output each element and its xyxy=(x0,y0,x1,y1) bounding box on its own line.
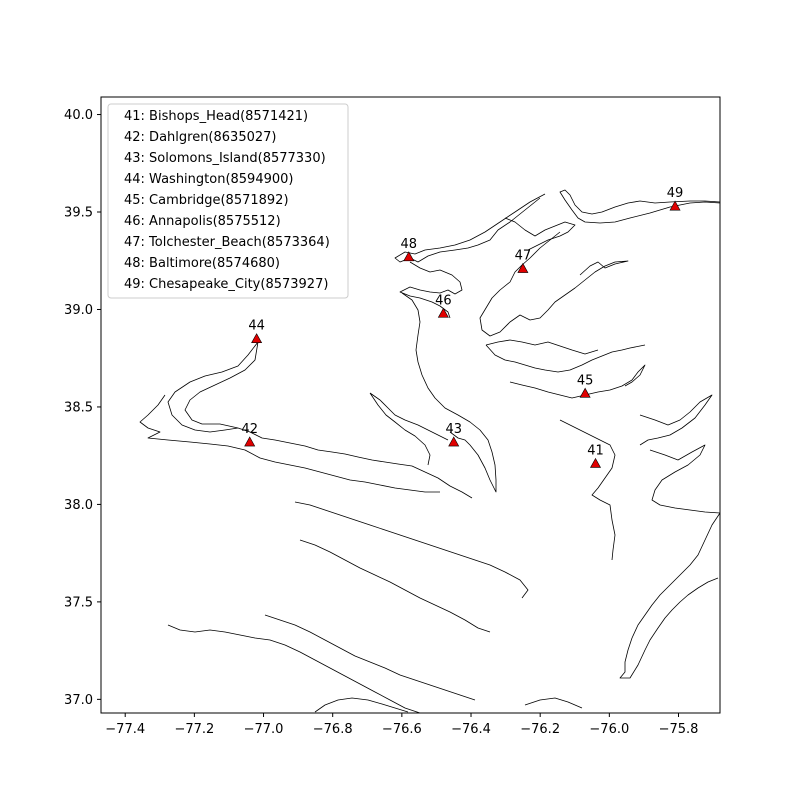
coastline-patuxent xyxy=(369,392,449,466)
coastlines xyxy=(139,189,720,713)
y-tick-label: 39.0 xyxy=(64,303,93,318)
legend-box xyxy=(107,103,349,299)
x-tick-label: −77.4 xyxy=(105,722,145,737)
station-label-48: 48 xyxy=(400,237,417,252)
coastline-western-upper xyxy=(394,193,546,263)
station-marker-44 xyxy=(251,333,263,344)
legend-entry-45: 45: Cambridge(8571892) xyxy=(124,193,289,208)
x-tick-label: −76.0 xyxy=(589,722,629,737)
y-tick-label: 40.0 xyxy=(64,108,93,123)
station-label-49: 49 xyxy=(667,186,684,201)
coastline-chester-north xyxy=(504,217,576,251)
station-markers: 41 42 43 44 45 46 47 48 49 xyxy=(241,186,684,468)
coastline-bay-mouth xyxy=(314,697,583,713)
station-label-41: 41 xyxy=(587,443,604,458)
coastline-delmarva xyxy=(619,512,720,679)
coastline-james xyxy=(167,624,421,713)
coastline-york xyxy=(264,614,476,701)
x-tick-label: −77.0 xyxy=(244,722,284,737)
y-tick-label: 37.0 xyxy=(64,693,93,708)
x-tick-label: −76.2 xyxy=(520,722,560,737)
legend-entry-46: 46: Annapolis(8575512) xyxy=(124,214,281,229)
legend-entry-47: 47: Tolchester_Beach(8573364) xyxy=(124,235,330,250)
coastline-choptank xyxy=(485,339,646,373)
legend-entry-43: 43: Solomons_Island(8577330) xyxy=(124,151,326,166)
coastline-potomac-north xyxy=(167,341,473,499)
plot-frame xyxy=(100,96,721,714)
x-tick-label: −76.8 xyxy=(313,722,353,737)
station-label-46: 46 xyxy=(435,293,452,308)
station-label-43: 43 xyxy=(445,422,462,437)
coastline-cambridge xyxy=(509,364,646,399)
station-marker-43 xyxy=(448,436,460,447)
coastline-rappahannock-south xyxy=(299,539,491,633)
station-label-44: 44 xyxy=(248,319,265,334)
station-marker-45 xyxy=(579,387,591,398)
legend-entry-48: 48: Baltimore(8574680) xyxy=(124,256,280,271)
station-marker-42 xyxy=(244,436,256,447)
y-tick-label: 38.0 xyxy=(64,498,93,513)
coastline-baltimore xyxy=(399,261,463,319)
legend-entry-44: 44: Washington(8594900) xyxy=(124,172,294,187)
x-tick-label: −77.2 xyxy=(174,722,214,737)
coastline-rappahannock xyxy=(294,501,529,599)
coastline-calvert xyxy=(401,292,497,493)
station-label-47: 47 xyxy=(515,249,532,264)
coastline-potomac-south xyxy=(139,341,440,493)
coastline-pocomoke xyxy=(649,444,720,514)
legend-entry-49: 49: Chesapeake_City(8573927) xyxy=(124,277,328,292)
station-marker-49 xyxy=(669,200,681,211)
legend-entry-42: 42: Dahlgren(8635027) xyxy=(124,130,276,145)
station-marker-47 xyxy=(517,262,529,273)
x-tick-label: −76.4 xyxy=(451,722,491,737)
legend-entry-41: 41: Bishops_Head(8571421) xyxy=(124,109,308,124)
station-marker-46 xyxy=(437,307,449,318)
coastline-eastern-lower xyxy=(559,419,616,561)
station-label-45: 45 xyxy=(577,373,594,388)
station-marker-41 xyxy=(589,457,602,468)
y-tick-label: 37.5 xyxy=(64,595,93,610)
coastline-chester xyxy=(479,231,629,337)
station-marker-48 xyxy=(403,251,415,262)
y-tick-label: 38.5 xyxy=(64,400,93,415)
x-axis: −77.4 −77.2 −77.0 −76.8 −76.6 −76.4 −76.2 −76.0… xyxy=(105,713,698,737)
legend: 41: Bishops_Head(8571421) 42: Dahlgren(86… xyxy=(107,103,349,299)
coastline-upper-bay xyxy=(559,189,720,224)
x-tick-label: −75.8 xyxy=(659,722,699,737)
y-tick-label: 39.5 xyxy=(64,206,93,221)
station-label-42: 42 xyxy=(241,422,258,437)
coastline-nanticoke xyxy=(639,394,713,446)
x-tick-label: −76.6 xyxy=(382,722,422,737)
y-axis: 37.0 37.5 38.0 38.5 39.0 39.5 40.0 xyxy=(64,108,101,708)
